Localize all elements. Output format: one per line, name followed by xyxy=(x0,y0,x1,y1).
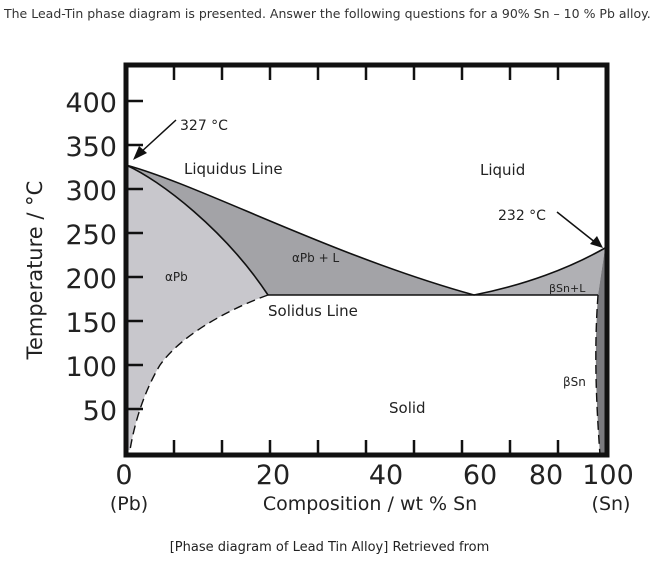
x-tick-label: 40 xyxy=(369,460,403,491)
sn-melting-arrow xyxy=(556,211,597,244)
sn-end-label: (Sn) xyxy=(592,493,631,515)
sn-melting-label: 232 °C xyxy=(498,208,546,224)
alpha-pb-label: αPb xyxy=(165,270,188,284)
solid-region-label: Solid xyxy=(389,399,426,417)
x-tick-marks-top xyxy=(172,65,560,80)
figure-caption: [Phase diagram of Lead Tin Alloy] Retrie… xyxy=(169,540,490,555)
beta-sn-liquid-region xyxy=(474,248,605,295)
y-tick-label: 100 xyxy=(65,352,117,383)
beta-sn-label: βSn xyxy=(563,375,586,389)
sn-melting-arrowhead xyxy=(590,236,603,248)
x-tick-label: 60 xyxy=(463,460,497,491)
solidus-line-pb xyxy=(125,164,269,296)
liquid-region-label: Liquid xyxy=(480,161,525,179)
x-tick-marks-bottom xyxy=(172,440,560,455)
y-tick-label: 150 xyxy=(65,308,117,339)
y-tick-label: 350 xyxy=(65,132,117,163)
question-text: The Lead-Tin phase diagram is presented.… xyxy=(4,6,651,21)
solidus-line-label: Solidus Line xyxy=(268,302,358,320)
alpha-pb-region xyxy=(126,165,268,450)
liquidus-line-label: Liquidus Line xyxy=(184,160,283,178)
liquidus-line xyxy=(125,164,475,296)
solvus-line-pb xyxy=(129,294,269,451)
x-tick-label: 100 xyxy=(582,460,634,491)
y-axis-label: Temperature / °C xyxy=(23,181,47,361)
pb-melting-arrowhead xyxy=(133,146,147,160)
pb-end-label: (Pb) xyxy=(110,493,148,515)
x-tick-label: 0 xyxy=(115,460,132,491)
alpha-pb-liquid-label: αPb + L xyxy=(292,251,339,265)
y-tick-label: 250 xyxy=(65,220,117,251)
y-tick-label: 50 xyxy=(83,396,117,427)
x-axis-label: Composition / wt % Sn xyxy=(263,493,477,515)
x-tick-label: 20 xyxy=(256,460,290,491)
pb-melting-arrow xyxy=(139,119,177,154)
solvus-line-sn xyxy=(595,294,601,456)
beta-sn-liquid-label: βSn+L xyxy=(549,282,586,295)
y-tick-label: 300 xyxy=(65,176,117,207)
y-tick-marks xyxy=(126,99,143,411)
y-tick-label: 400 xyxy=(65,88,117,119)
liquidus-line-sn xyxy=(473,247,606,296)
pb-melting-label: 327 °C xyxy=(180,118,228,134)
y-tick-label: 200 xyxy=(65,264,117,295)
x-tick-label: 80 xyxy=(529,460,563,491)
